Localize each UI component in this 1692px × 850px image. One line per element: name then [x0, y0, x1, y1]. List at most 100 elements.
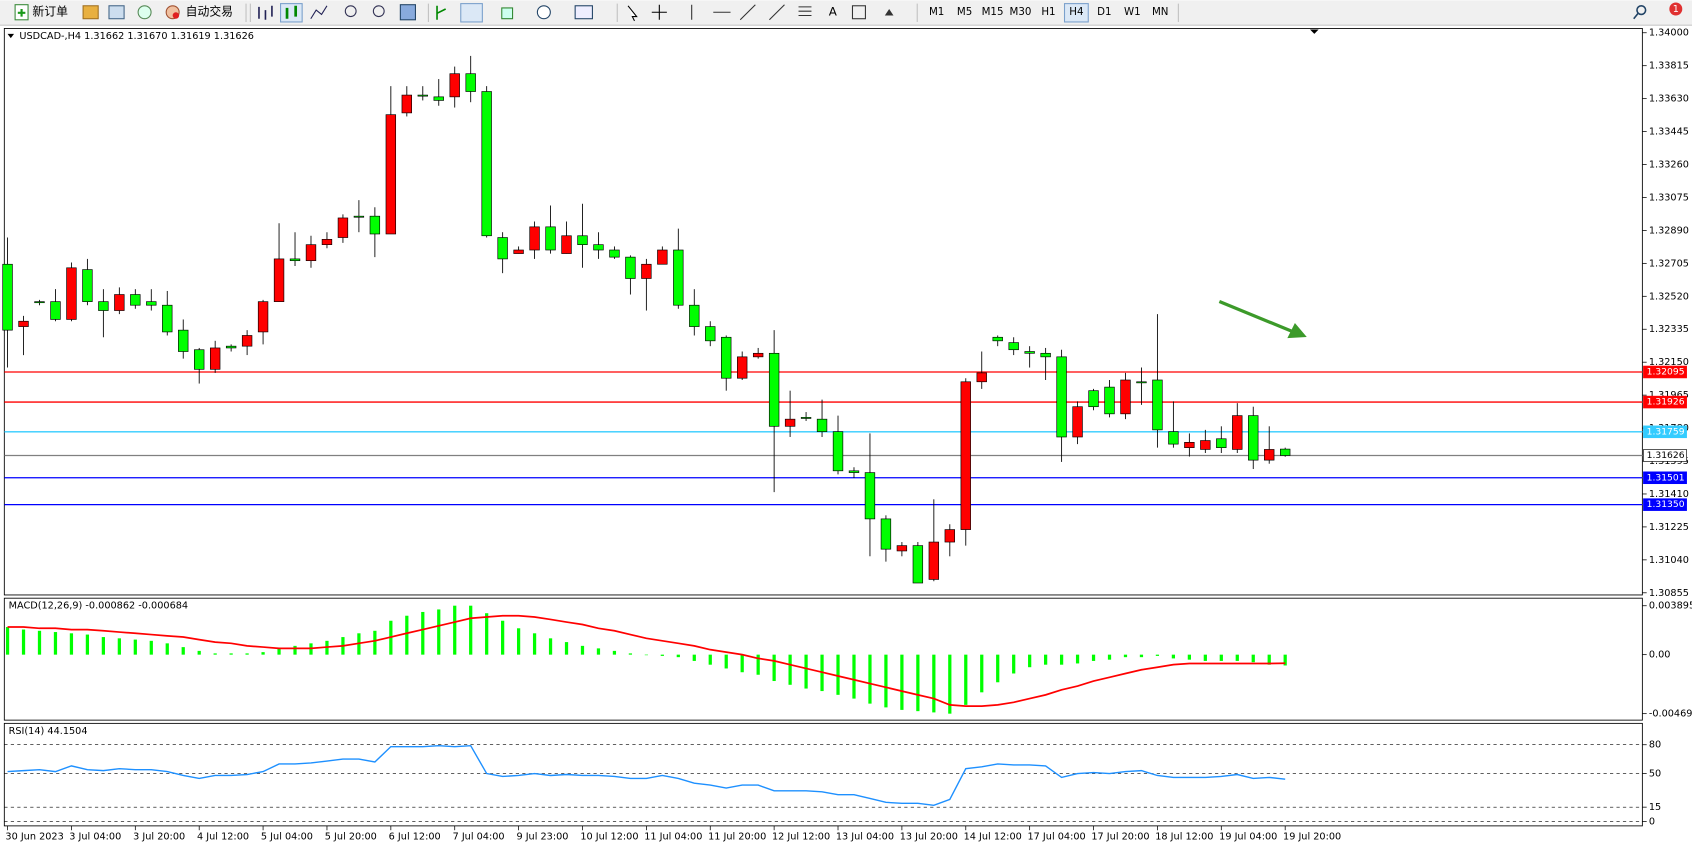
period-icon[interactable]: [536, 5, 551, 20]
y-tick-label: 1.30855: [1649, 588, 1689, 599]
timeframe-button[interactable]: M15: [982, 6, 1004, 18]
icon[interactable]: [82, 5, 99, 20]
macd-bar: [660, 654, 664, 656]
text-tool[interactable]: A: [829, 5, 838, 19]
candle-body: [130, 294, 141, 306]
macd-bar: [277, 648, 281, 655]
macd-bar: [532, 633, 537, 655]
macd-bar: [804, 654, 808, 689]
macd-bar: [948, 654, 952, 714]
candle-body: [896, 545, 908, 552]
new-order-button[interactable]: 新订单: [14, 4, 68, 21]
candle-body: [369, 215, 381, 235]
macd-bar: [1028, 654, 1032, 668]
candle-body: [1152, 379, 1163, 431]
label-tool[interactable]: [851, 5, 866, 20]
crosshair-icon[interactable]: [651, 4, 667, 20]
macd-bar: [852, 654, 856, 699]
timeframe-button[interactable]: M30: [1010, 6, 1032, 18]
macd-bar: [548, 638, 553, 655]
alert-badge[interactable]: [1669, 2, 1683, 16]
macd-bar: [213, 653, 217, 655]
candle-body: [497, 237, 508, 260]
macd-bar: [1283, 654, 1287, 666]
candle-body: [241, 335, 253, 347]
macd-bar: [1219, 654, 1223, 661]
timeframe-button[interactable]: H4: [1069, 6, 1083, 18]
macd-bar: [980, 654, 984, 693]
icon[interactable]: [108, 5, 125, 20]
timeframe-button[interactable]: M5: [957, 6, 972, 18]
candle-body: [657, 249, 668, 265]
x-tick-label: 19 Jul 20:00: [1283, 832, 1341, 843]
candle-body: [353, 215, 365, 218]
candle-body: [705, 326, 716, 342]
x-tick-label: 14 Jul 12:00: [964, 832, 1022, 843]
panel-menu-arrow[interactable]: [7, 33, 15, 39]
candle-body: [50, 301, 61, 320]
bar-chart-icon[interactable]: [258, 5, 273, 20]
scroll-icon[interactable]: [436, 5, 447, 20]
candle-body: [98, 301, 109, 311]
candle-body: [609, 249, 620, 258]
macd-bar: [996, 654, 1000, 683]
macd-bar: [676, 654, 680, 658]
candle-icon-pressed[interactable]: [280, 3, 303, 23]
indicator-icon[interactable]: [501, 7, 514, 20]
macd-bar: [628, 653, 633, 655]
x-tick-label: 11 Jul 20:00: [708, 832, 766, 843]
macd-bar: [580, 645, 585, 655]
tile-icon[interactable]: [399, 4, 416, 21]
macd-bar: [117, 638, 121, 655]
candle-body: [912, 545, 924, 584]
candle-body: [1264, 449, 1275, 461]
search-icon[interactable]: [1636, 4, 1647, 16]
candle-body: [433, 96, 444, 101]
macd-bar: [868, 654, 872, 704]
timeframe-button[interactable]: W1: [1124, 6, 1141, 18]
macd-bar: [485, 613, 489, 655]
timeframe-button[interactable]: D1: [1097, 6, 1111, 18]
macd-bar: [772, 654, 776, 682]
autoscroll-icon[interactable]: [460, 3, 483, 23]
timeframe-button[interactable]: M1: [929, 6, 944, 18]
macd-bar: [101, 637, 105, 655]
drawing-tools[interactable]: [691, 4, 812, 21]
candle-body: [976, 372, 987, 383]
auto-trading-button[interactable]: 自动交易: [165, 5, 233, 20]
macd-bar: [1107, 654, 1112, 660]
y-tick-label: 15: [1649, 802, 1661, 813]
macd-bar: [612, 650, 617, 655]
macd-bar: [501, 620, 505, 655]
macd-bar: [1091, 654, 1096, 661]
toolbar-bg: [0, 0, 1692, 26]
timeframe-button[interactable]: H1: [1041, 6, 1055, 18]
macd-bar: [596, 648, 601, 655]
macd-bar: [245, 653, 249, 655]
zoom-in-icon[interactable]: [344, 5, 357, 18]
candle-body: [449, 73, 460, 98]
y-tick-label: 1.31040: [1649, 555, 1689, 566]
macd-bar: [469, 605, 473, 655]
icon[interactable]: [137, 5, 152, 20]
macd-bar: [644, 654, 648, 656]
separator: [245, 3, 251, 22]
arrow-tool[interactable]: [884, 9, 894, 16]
macd-bar: [564, 642, 569, 655]
macd-bar: [740, 654, 744, 673]
zoom-out-icon[interactable]: [372, 5, 385, 18]
y-tick-label: 1.33445: [1649, 127, 1689, 138]
cursor-icon[interactable]: [627, 5, 638, 22]
y-tick-label: 1.31225: [1649, 522, 1689, 533]
timeframe-button[interactable]: MN: [1152, 6, 1169, 18]
candle-body: [593, 244, 604, 251]
macd-bar: [884, 654, 888, 708]
macd-bar: [1012, 654, 1016, 674]
panel-title: USDCAD-,H4 1.31662 1.31670 1.31619 1.316…: [19, 31, 254, 42]
macd-bar: [373, 630, 377, 655]
template-icon[interactable]: [574, 5, 593, 20]
y-tick-label: 50: [1649, 769, 1661, 780]
y-tick-label: 1.33260: [1649, 160, 1689, 171]
y-tick-label: 1.32520: [1649, 291, 1689, 302]
line-icon[interactable]: [310, 5, 328, 20]
